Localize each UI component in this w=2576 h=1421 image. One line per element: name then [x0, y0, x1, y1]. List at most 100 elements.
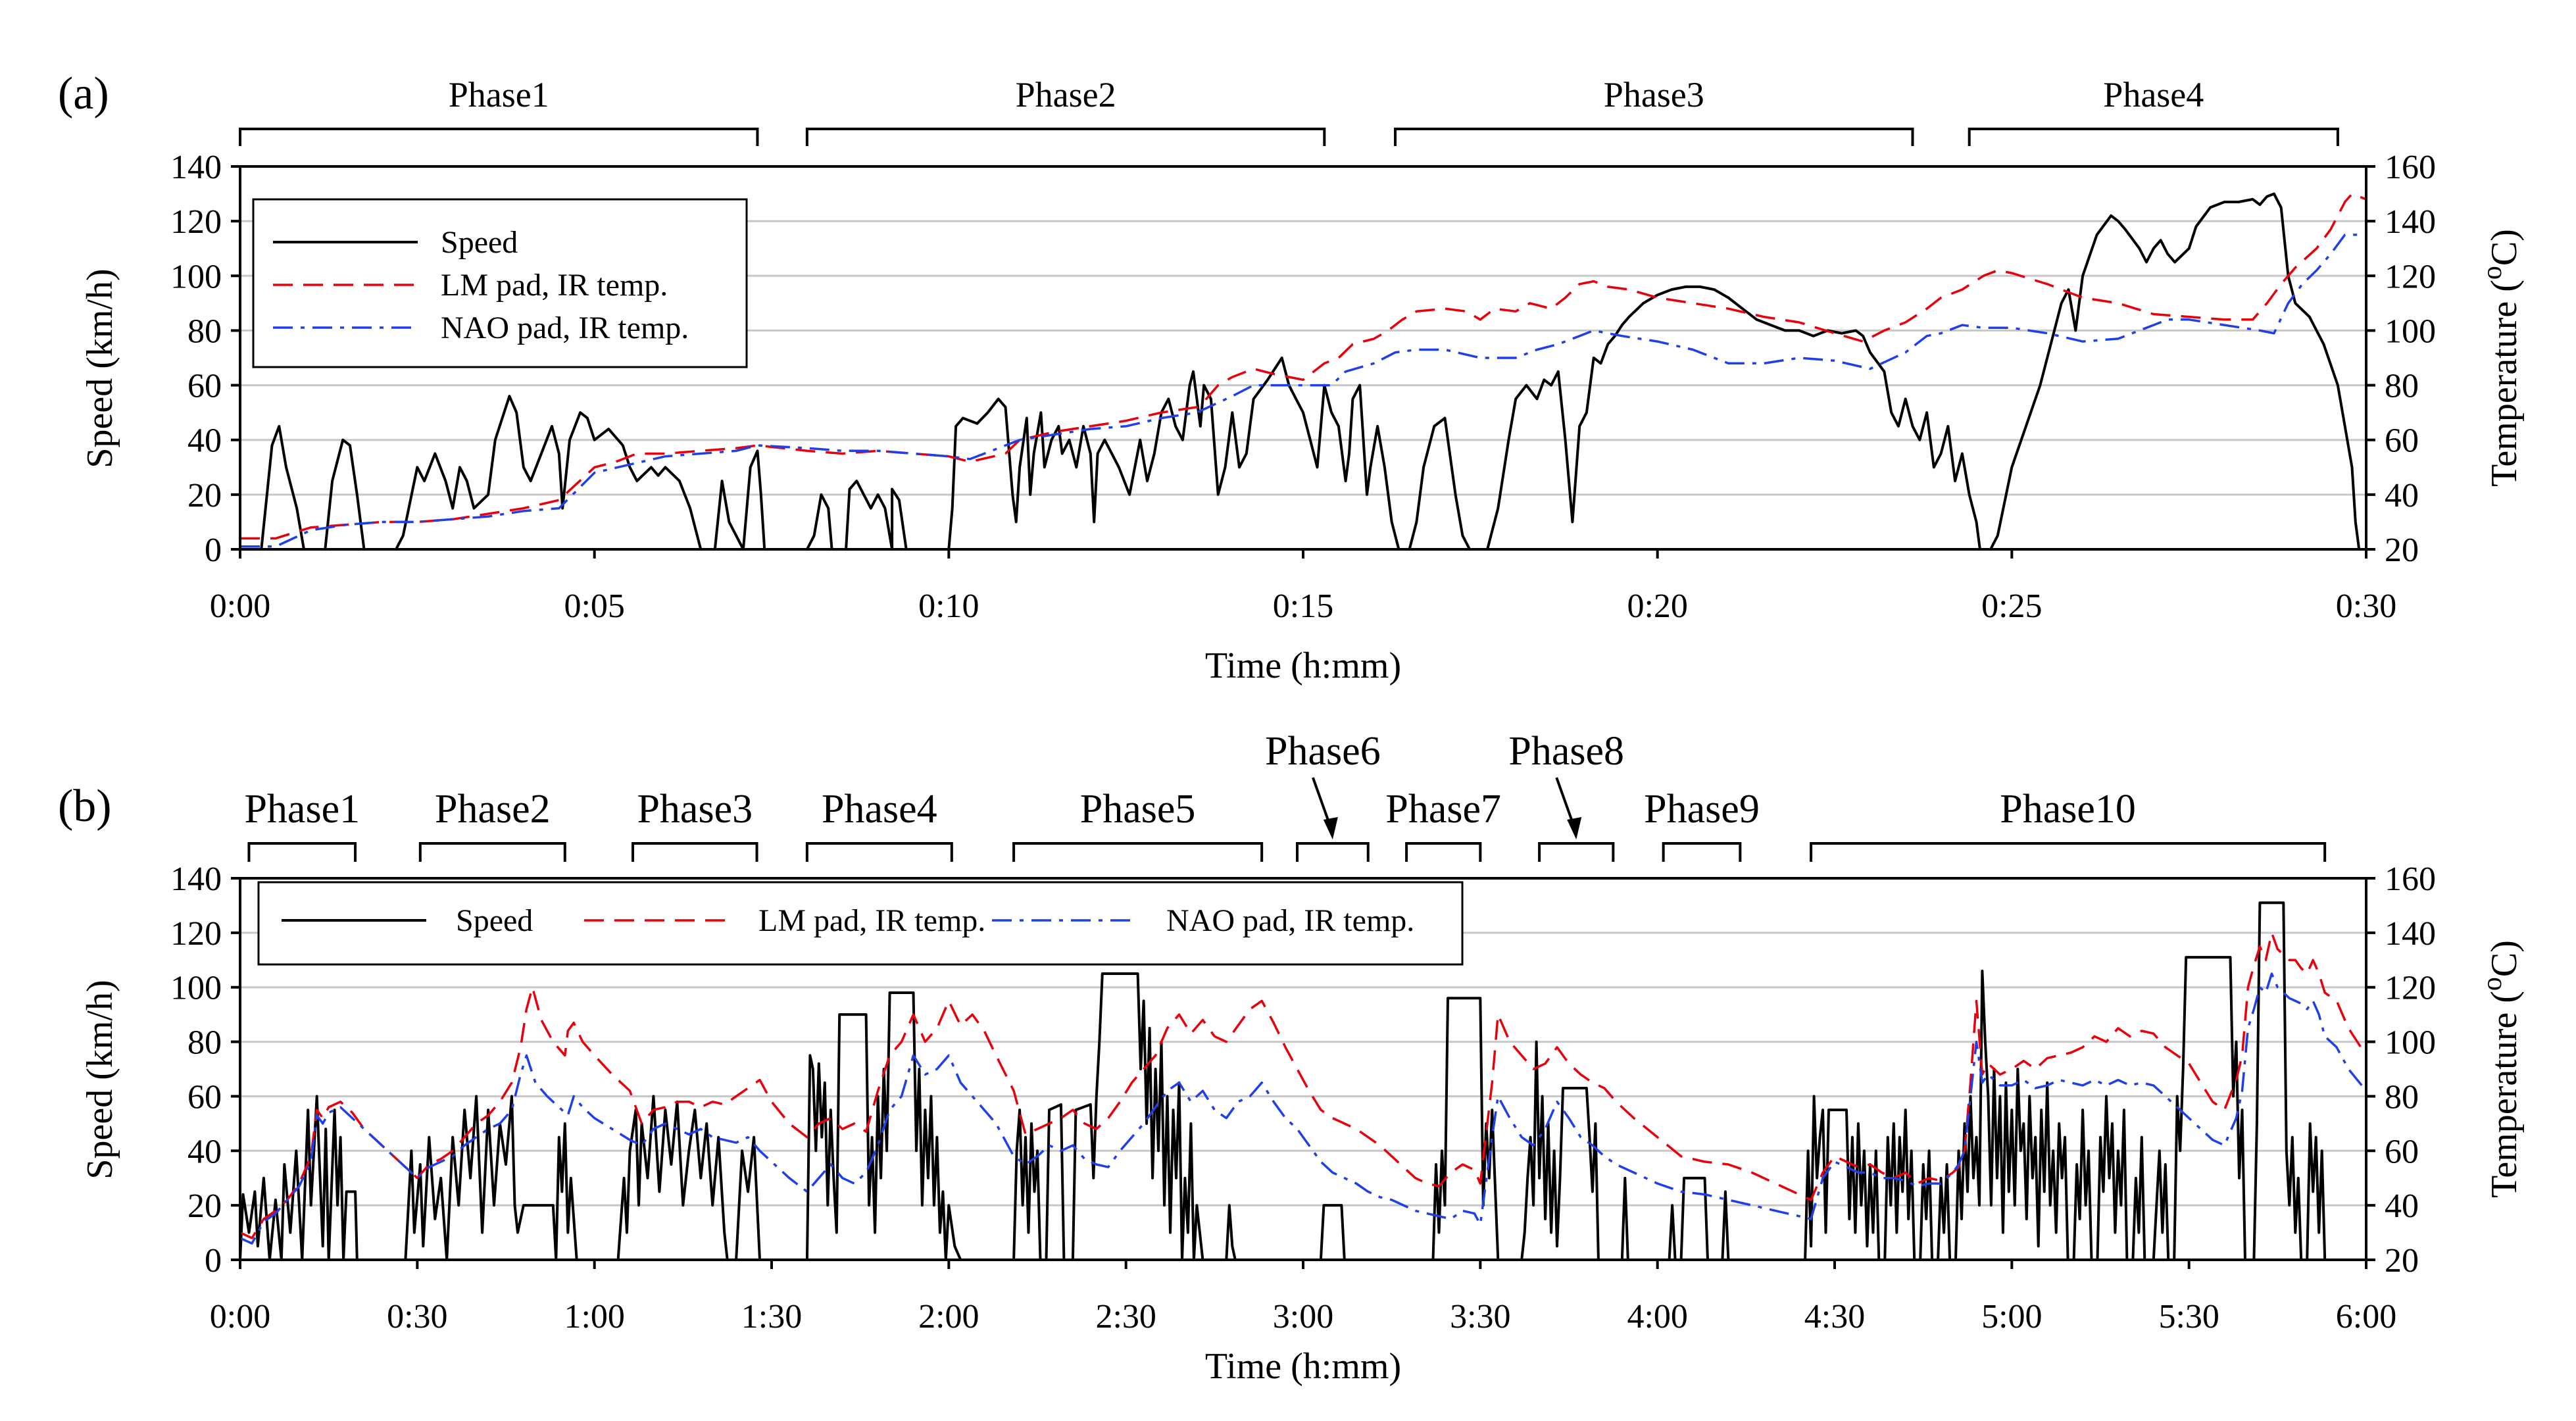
phase-arrowhead [1567, 817, 1582, 839]
phase-label: Phase2 [435, 787, 551, 832]
y2-tick-label: 100 [2385, 1024, 2436, 1062]
phase-label: Phase10 [2000, 787, 2136, 832]
y2-axis-title: Temperature (oC) [2477, 940, 2525, 1198]
legend-label: LM pad, IR temp. [758, 903, 985, 938]
series-group [240, 901, 2366, 1261]
y-tick-label: 60 [187, 1078, 222, 1116]
legend-box [252, 198, 748, 368]
y2-tick-label: 160 [2385, 149, 2436, 186]
y-tick-label: 20 [187, 1187, 222, 1225]
y2-axis-title-main: Temperature ( [2484, 991, 2525, 1198]
legend-label: Speed [456, 903, 533, 938]
panel-label: (b) [58, 781, 112, 832]
phase-bracket [239, 128, 759, 146]
phase-label: Phase8 [1508, 729, 1624, 774]
phase-label: Phase5 [1080, 787, 1196, 832]
y2-tick-label: 160 [2385, 860, 2436, 898]
y2-tick-label: 100 [2385, 312, 2436, 350]
phase-label: Phase1 [449, 75, 549, 114]
x-tick-label: 0:00 [210, 587, 270, 625]
phase-bracket [1012, 842, 1264, 862]
legend-label: NAO pad, IR temp. [1166, 903, 1414, 938]
phase-bracket [1394, 128, 1914, 146]
x-tick-label: 0:15 [1273, 587, 1333, 625]
phase-arrowhead [1323, 817, 1338, 839]
y2-tick-label: 120 [2385, 258, 2436, 295]
degree-symbol: o [2477, 977, 2508, 991]
x-tick-label: 5:00 [1981, 1298, 2042, 1335]
y2-tick-label: 40 [2385, 1187, 2419, 1225]
y2-tick-label: 140 [2385, 203, 2436, 241]
y2-tick-label: 60 [2385, 422, 2419, 460]
phase-bracket [418, 842, 566, 862]
x-tick-label: 1:00 [564, 1298, 624, 1335]
x-tick-label: 3:30 [1450, 1298, 1510, 1335]
legend-box [257, 881, 1464, 966]
phase-bracket [1538, 842, 1615, 862]
phase-label: Phase4 [2103, 75, 2204, 114]
degree-symbol: o [2477, 266, 2508, 280]
y-tick-label: 120 [170, 203, 222, 241]
legend-label: NAO pad, IR temp. [441, 311, 689, 345]
y2-axis-title-unit: C) [2484, 940, 2525, 977]
x-tick-label: 0:30 [387, 1298, 447, 1335]
y-tick-label: 100 [170, 258, 222, 295]
y2-tick-label: 80 [2385, 1078, 2419, 1116]
y-tick-label: 140 [170, 860, 222, 898]
y-tick-label: 40 [187, 422, 222, 460]
phase-bracket [1662, 842, 1742, 862]
series-line-nao-pad-ir-temp- [240, 234, 2366, 548]
legend-label: LM pad, IR temp. [441, 268, 668, 303]
y2-tick-label: 40 [2385, 477, 2419, 514]
panel-label: (a) [58, 68, 109, 119]
x-tick-label: 4:00 [1627, 1298, 1687, 1335]
series-line-nao-pad-ir-temp- [240, 972, 2366, 1245]
series-line-speed [240, 901, 2366, 1261]
y2-axis-title-main: Temperature ( [2484, 280, 2525, 487]
y-tick-label: 100 [170, 970, 222, 1007]
y-tick-label: 60 [187, 368, 222, 405]
y-tick-label: 80 [187, 312, 222, 350]
phase-bracket [1968, 128, 2339, 146]
x-axis-title: Time (h:mm) [1205, 645, 1401, 686]
x-tick-label: 0:25 [1981, 587, 2042, 625]
panel-b: 0 20 40 60 80 100 120 140 20 40 60 80 100 120 140 160 0:… [58, 729, 2525, 1387]
phase-bracket [247, 842, 357, 862]
x-tick-label: 0:10 [918, 587, 979, 625]
phase-bracket [1296, 842, 1370, 862]
x-tick-label: 2:00 [918, 1298, 979, 1335]
phase-bracket [632, 842, 758, 862]
phase-label: Phase1 [244, 787, 360, 832]
x-tick-label: 0:20 [1627, 587, 1687, 625]
phase-bracket [1810, 842, 2327, 862]
phase-label: Phase9 [1644, 787, 1760, 832]
x-tick-label: 0:00 [210, 1298, 270, 1335]
y-axis-title: Speed (km/h) [80, 980, 120, 1179]
y-tick-label: 140 [170, 149, 222, 186]
y2-tick-label: 120 [2385, 970, 2436, 1007]
y2-tick-label: 140 [2385, 915, 2436, 953]
y2-tick-label: 80 [2385, 368, 2419, 405]
x-tick-label: 6:00 [2336, 1298, 2396, 1335]
phase-bracket [805, 128, 1326, 146]
phase-label: Phase2 [1016, 75, 1116, 114]
phase-label: Phase4 [822, 787, 937, 832]
x-tick-label: 2:30 [1095, 1298, 1156, 1335]
x-tick-label: 3:00 [1273, 1298, 1333, 1335]
x-tick-label: 4:30 [1804, 1298, 1865, 1335]
phase-bracket [1405, 842, 1482, 862]
x-axis-title: Time (h:mm) [1205, 1346, 1401, 1387]
y2-tick-label: 20 [2385, 1242, 2419, 1280]
y-tick-label: 20 [187, 477, 222, 514]
y-tick-label: 40 [187, 1133, 222, 1170]
x-tick-label: 0:05 [564, 587, 624, 625]
y-tick-label: 0 [205, 532, 222, 569]
legend-label: Speed [441, 225, 518, 260]
series-line-lm-pad-ir-temp- [240, 192, 2366, 540]
y2-tick-label: 20 [2385, 532, 2419, 569]
y-axis-title: Speed (km/h) [80, 268, 120, 468]
x-tick-label: 1:30 [741, 1298, 802, 1335]
phase-label: Phase3 [1604, 75, 1704, 114]
x-tick-label: 5:30 [2158, 1298, 2219, 1335]
